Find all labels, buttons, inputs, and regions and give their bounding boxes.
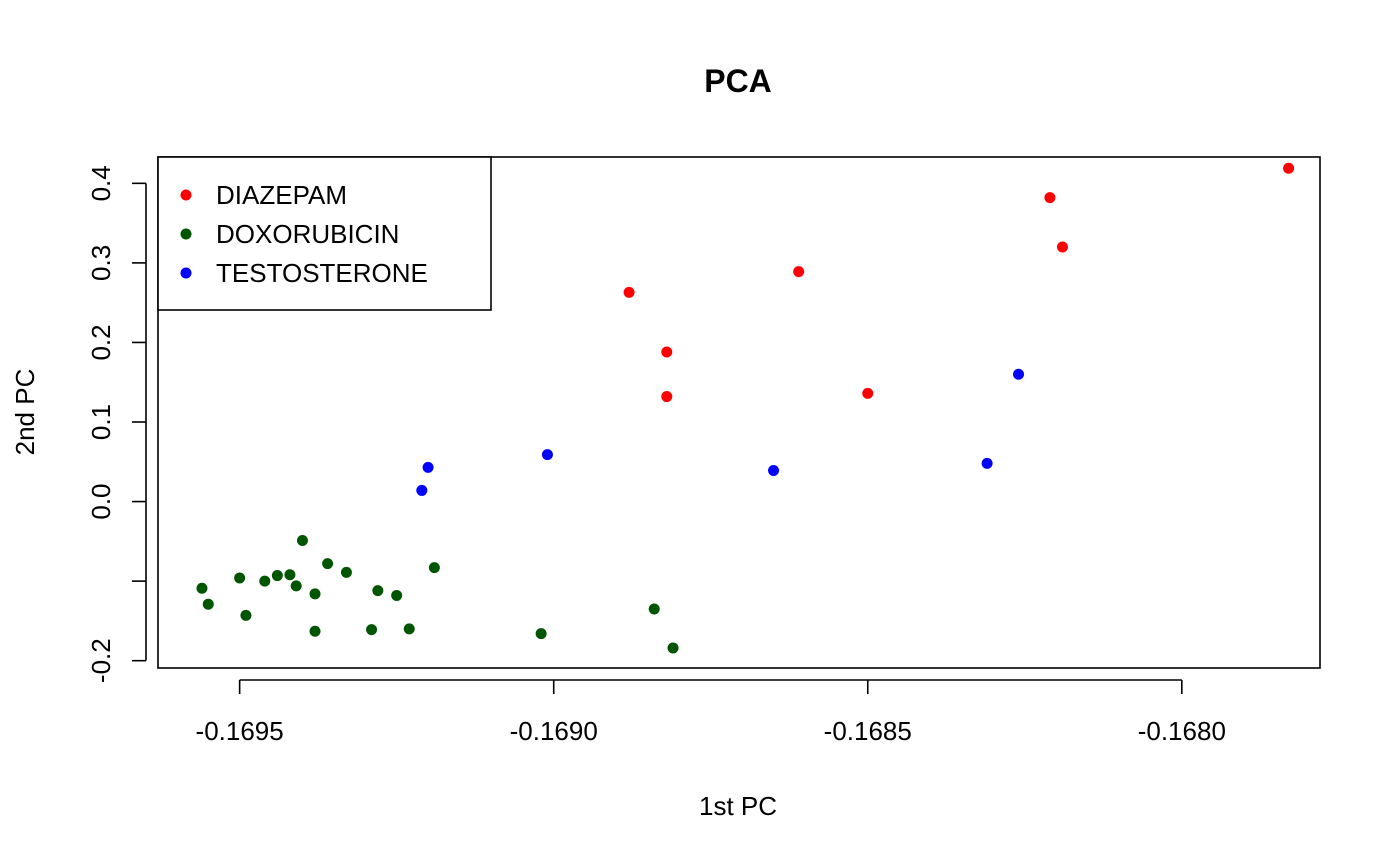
y-tick-label: 0.3	[86, 245, 116, 281]
data-point	[372, 585, 384, 597]
y-tick-label: 0.0	[86, 483, 116, 519]
data-point	[623, 286, 635, 298]
data-point	[322, 558, 334, 570]
legend: DIAZEPAM DOXORUBICIN TESTOSTERONE	[157, 156, 492, 311]
y-axis-label: 2nd PC	[10, 369, 40, 456]
y-tick-label: 0.4	[86, 165, 116, 201]
data-point	[271, 570, 283, 582]
data-point	[234, 572, 246, 584]
data-point	[284, 569, 296, 581]
data-point	[309, 625, 321, 637]
data-point	[403, 623, 415, 635]
legend-marker	[180, 228, 192, 240]
plot-frame	[157, 156, 1321, 669]
legend-entry: TESTOSTERONE	[216, 258, 428, 288]
data-point	[541, 449, 553, 461]
legend-entry: DOXORUBICIN	[216, 219, 399, 249]
data-point	[416, 484, 428, 496]
legend-entry: DIAZEPAM	[216, 180, 347, 210]
data-point	[428, 562, 440, 574]
x-axis-label: 1st PC	[699, 791, 777, 821]
y-tick-label: 0.1	[86, 404, 116, 440]
data-point	[366, 624, 378, 636]
series-doxorubicin	[196, 535, 679, 654]
x-tick-label: -0.1685	[824, 716, 912, 746]
x-axis: -0.1695 -0.1690 -0.1685 -0.1680	[196, 679, 1226, 746]
chart-title: PCA	[704, 63, 772, 99]
data-point	[196, 582, 208, 594]
data-point	[661, 391, 673, 403]
data-point	[981, 457, 993, 469]
data-point	[1013, 368, 1025, 380]
y-axis: -0.2 0.0 0.1 0.2 0.3 0.4	[86, 165, 147, 683]
data-point	[1056, 241, 1068, 253]
data-point	[202, 598, 214, 610]
data-point	[862, 387, 874, 399]
y-tick-label: -0.2	[86, 638, 116, 683]
data-point	[391, 589, 403, 601]
data-point	[290, 580, 302, 592]
data-point	[793, 266, 805, 278]
data-point	[648, 603, 660, 615]
data-point	[535, 628, 547, 640]
y-tick-label: 0.2	[86, 324, 116, 360]
data-point	[309, 588, 321, 600]
x-tick-label: -0.1690	[510, 716, 598, 746]
data-point	[422, 461, 434, 473]
x-tick-label: -0.1695	[196, 716, 284, 746]
legend-marker	[180, 189, 192, 201]
data-point	[667, 642, 679, 654]
legend-box	[157, 156, 492, 311]
x-tick-label: -0.1680	[1138, 716, 1226, 746]
data-point	[768, 465, 780, 477]
legend-marker	[180, 267, 192, 279]
plot-area	[157, 156, 1321, 669]
data-point	[340, 566, 352, 578]
data-point	[1044, 192, 1056, 204]
data-point	[296, 535, 308, 547]
data-point	[1283, 162, 1295, 174]
data-point	[240, 609, 252, 621]
series-testosterone	[416, 368, 1025, 496]
series-diazepam	[623, 162, 1295, 403]
data-point	[259, 575, 271, 587]
data-point	[661, 346, 673, 358]
